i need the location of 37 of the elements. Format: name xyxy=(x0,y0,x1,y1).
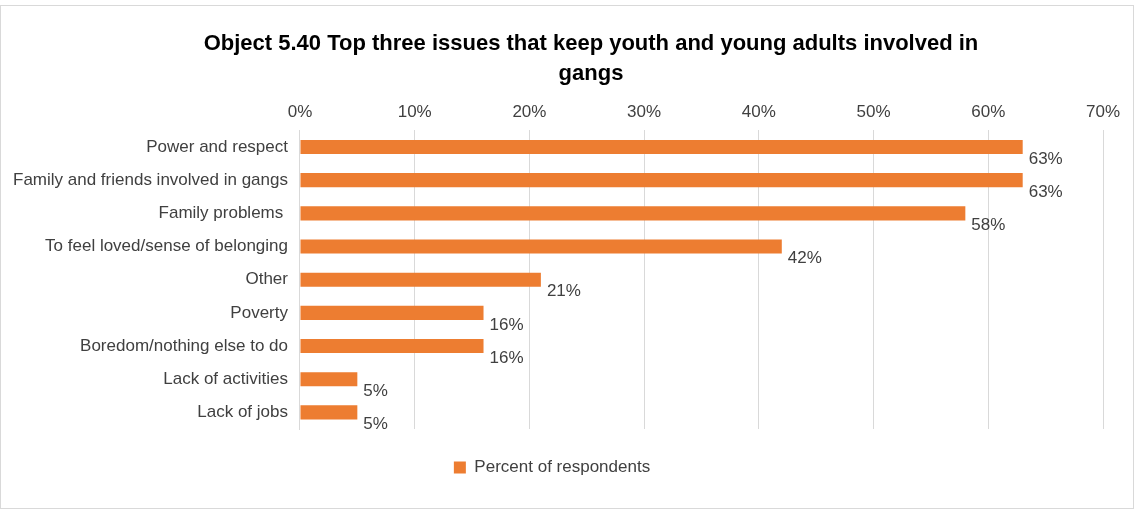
data-label: 16% xyxy=(489,347,524,367)
x-tick-label: 70% xyxy=(1085,101,1121,121)
bar xyxy=(300,405,358,420)
bar xyxy=(300,206,966,221)
bar xyxy=(300,372,358,387)
data-label: 63% xyxy=(1028,181,1063,201)
y-tick-label: Lack of jobs xyxy=(197,402,288,422)
y-tick-label: Other xyxy=(245,269,289,289)
x-tick-label: 20% xyxy=(512,101,547,121)
bar xyxy=(300,239,782,254)
data-label: 16% xyxy=(489,314,524,334)
y-tick-label: Poverty xyxy=(230,302,289,322)
legend-label: Percent of respondents xyxy=(474,457,651,477)
x-tick-label: 50% xyxy=(856,101,891,121)
data-label: 5% xyxy=(363,380,388,400)
bar xyxy=(300,272,541,287)
y-tick-label: Boredom/nothing else to do xyxy=(80,335,288,355)
bar xyxy=(300,139,1023,155)
bar xyxy=(300,173,1023,188)
y-tick-label: Family problems xyxy=(158,203,288,223)
x-tick-label: 40% xyxy=(741,101,776,121)
data-label: 58% xyxy=(971,215,1006,235)
x-tick-label: 0% xyxy=(287,101,313,121)
y-tick-label: To feel loved/sense of belonging xyxy=(45,236,288,256)
data-label: 5% xyxy=(363,414,388,434)
data-label: 63% xyxy=(1028,148,1063,168)
y-tick-label: Family and friends involved in gangs xyxy=(13,169,288,189)
x-tick-label: 30% xyxy=(627,101,662,121)
bar xyxy=(300,339,484,354)
chart-title: Object 5.40 Top three issues that keep youth and young adults involved in gangs xyxy=(202,29,980,87)
x-tick-label: 10% xyxy=(397,101,432,121)
bar xyxy=(300,305,484,320)
y-tick-label: Lack of activities xyxy=(163,368,288,388)
data-label: 21% xyxy=(546,281,581,301)
x-tick-label: 60% xyxy=(971,101,1006,121)
data-label: 42% xyxy=(787,248,822,268)
y-tick-label: Power and respect xyxy=(146,136,289,156)
